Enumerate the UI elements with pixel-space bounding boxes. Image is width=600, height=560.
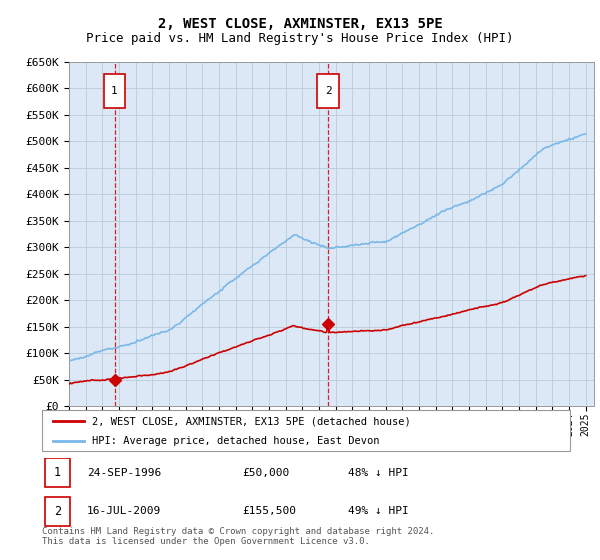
Text: 1: 1 [54,466,61,479]
FancyBboxPatch shape [42,410,570,451]
Text: HPI: Average price, detached house, East Devon: HPI: Average price, detached house, East… [92,436,380,446]
Text: 2: 2 [325,86,331,96]
Text: 48% ↓ HPI: 48% ↓ HPI [348,468,409,478]
FancyBboxPatch shape [104,74,125,108]
FancyBboxPatch shape [317,74,339,108]
FancyBboxPatch shape [44,458,70,487]
Text: 1: 1 [111,86,118,96]
Text: Price paid vs. HM Land Registry's House Price Index (HPI): Price paid vs. HM Land Registry's House … [86,32,514,45]
Text: 2, WEST CLOSE, AXMINSTER, EX13 5PE: 2, WEST CLOSE, AXMINSTER, EX13 5PE [158,17,442,31]
Text: 49% ↓ HPI: 49% ↓ HPI [348,506,409,516]
Text: Contains HM Land Registry data © Crown copyright and database right 2024.
This d: Contains HM Land Registry data © Crown c… [42,526,434,546]
Text: £155,500: £155,500 [242,506,296,516]
Text: 2: 2 [54,505,61,518]
Text: 24-SEP-1996: 24-SEP-1996 [87,468,161,478]
Text: 16-JUL-2009: 16-JUL-2009 [87,506,161,516]
Text: 2, WEST CLOSE, AXMINSTER, EX13 5PE (detached house): 2, WEST CLOSE, AXMINSTER, EX13 5PE (deta… [92,417,411,426]
Text: £50,000: £50,000 [242,468,290,478]
FancyBboxPatch shape [44,497,70,526]
